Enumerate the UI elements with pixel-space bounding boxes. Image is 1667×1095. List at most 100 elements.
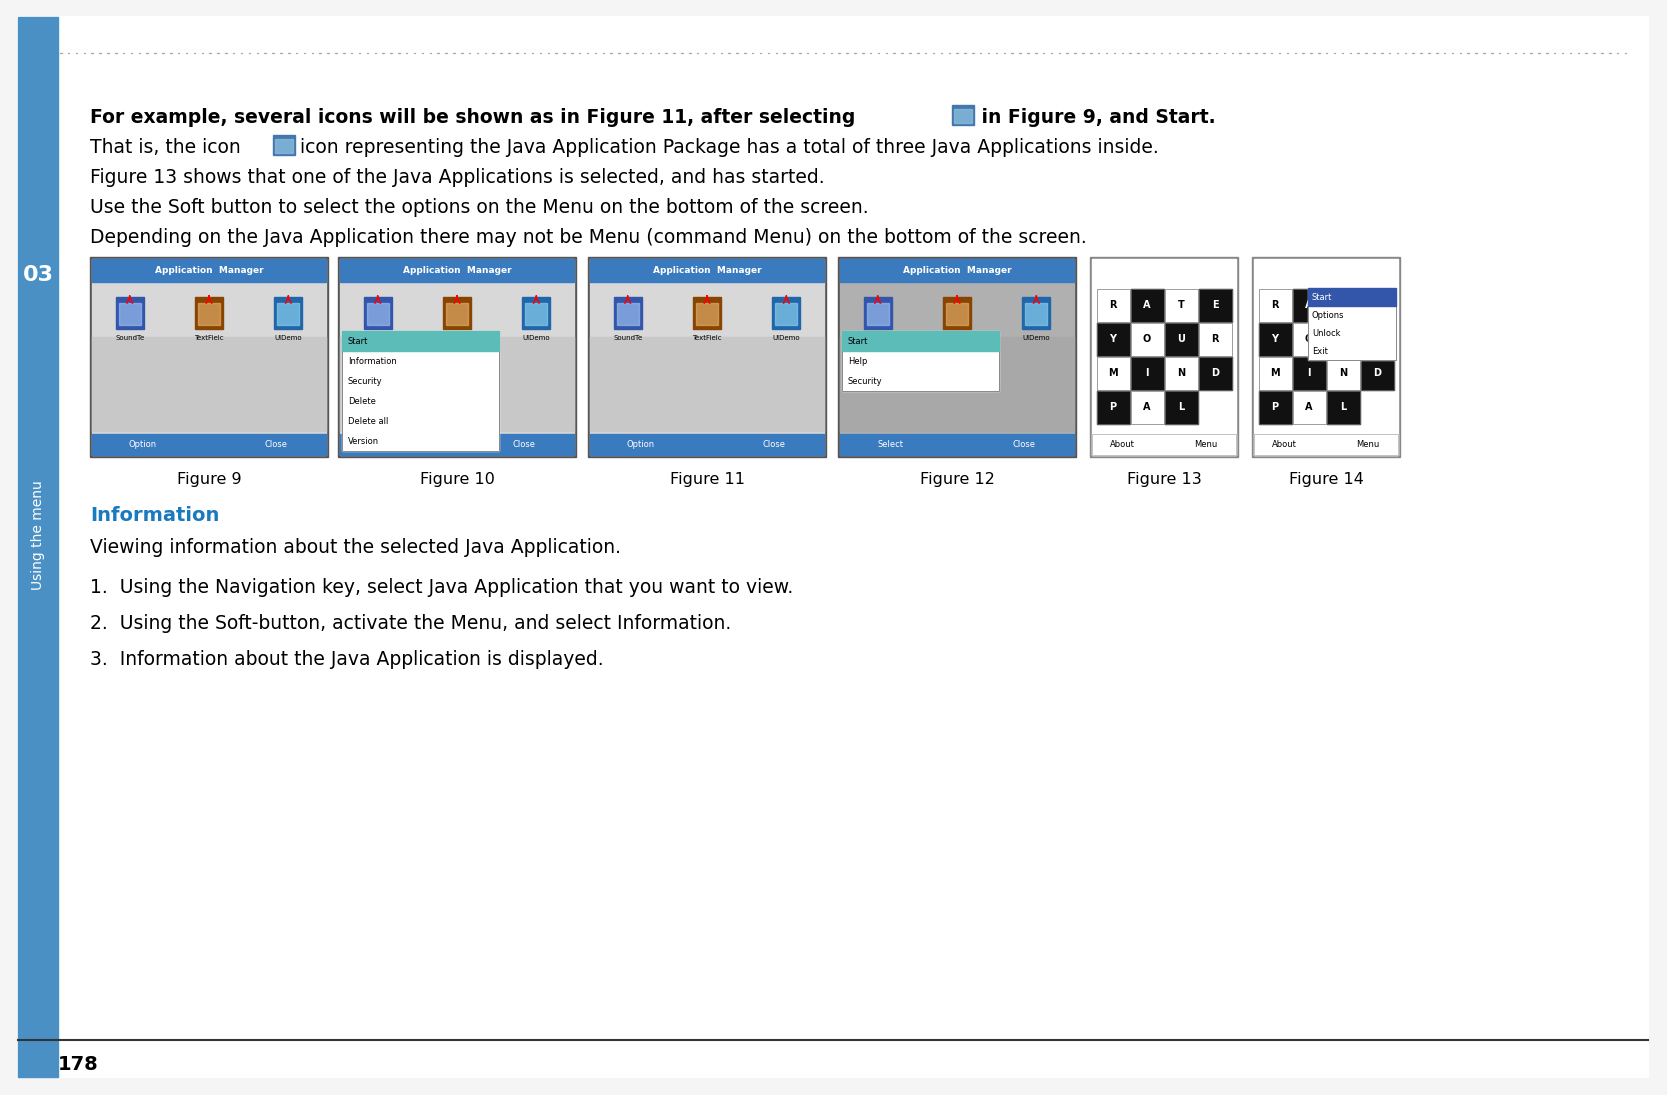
Text: About: About	[1110, 440, 1135, 449]
Text: Security: Security	[348, 377, 383, 385]
Bar	[1327, 357, 1360, 390]
Text: L: L	[1340, 402, 1347, 412]
Bar	[1165, 288, 1197, 322]
Text: For example, several icons will be shown as in Figure 11, after selecting: For example, several icons will be shown…	[90, 107, 855, 127]
Text: 178: 178	[58, 1056, 98, 1074]
Bar	[1130, 357, 1164, 390]
Bar	[1097, 288, 1130, 322]
Text: icon representing the Java Application Package has a total of three Java Applica: icon representing the Java Application P…	[300, 138, 1159, 157]
Bar	[945, 303, 969, 325]
Text: About: About	[1272, 440, 1297, 449]
Text: U: U	[1177, 334, 1185, 344]
Text: Information: Information	[348, 357, 397, 366]
Text: N: N	[1177, 368, 1185, 378]
Bar	[1130, 391, 1164, 424]
Bar	[1327, 323, 1360, 356]
Text: Version: Version	[348, 437, 378, 446]
Text: P: P	[1272, 402, 1279, 412]
Text: U: U	[1339, 334, 1347, 344]
Text: Viewing information about the selected Java Application.: Viewing information about the selected J…	[90, 538, 622, 556]
Text: Application  Manager: Application Manager	[904, 266, 1012, 275]
Bar	[1292, 357, 1325, 390]
Text: Figure 14: Figure 14	[1289, 472, 1364, 486]
Bar	[340, 337, 573, 431]
Text: Application  Manager: Application Manager	[653, 266, 762, 275]
Bar	[18, 18, 58, 1077]
Text: Y: Y	[1272, 334, 1279, 344]
Bar	[1360, 323, 1394, 356]
Bar	[1327, 357, 1360, 390]
Bar	[772, 297, 800, 328]
Bar	[1165, 357, 1197, 390]
Bar	[842, 331, 999, 391]
Bar	[590, 434, 823, 456]
Text: Options: Options	[1312, 311, 1345, 320]
Text: UIDemo: UIDemo	[772, 335, 800, 341]
Bar	[1097, 323, 1130, 356]
Bar	[275, 139, 293, 153]
Bar	[1092, 434, 1235, 456]
Text: Figure 10: Figure 10	[420, 472, 495, 486]
Bar	[590, 337, 823, 431]
Bar	[1165, 323, 1197, 356]
Bar	[617, 303, 638, 325]
Text: Application  Manager: Application Manager	[403, 266, 512, 275]
Bar	[115, 297, 143, 328]
Bar	[342, 331, 498, 451]
Text: That is, the icon: That is, the icon	[90, 138, 240, 157]
Text: R: R	[1272, 300, 1279, 310]
Bar	[864, 297, 892, 328]
Bar	[1199, 288, 1232, 322]
Text: Start: Start	[849, 336, 869, 346]
Bar	[1199, 288, 1232, 322]
Text: 3.  Information about the Java Application is displayed.: 3. Information about the Java Applicatio…	[90, 649, 603, 669]
Bar	[1130, 288, 1164, 322]
Text: A: A	[1305, 300, 1312, 310]
Text: I: I	[1307, 368, 1310, 378]
Text: 03: 03	[22, 265, 53, 285]
Bar	[447, 303, 468, 325]
Bar	[1309, 288, 1395, 306]
Text: SoundTe: SoundTe	[613, 335, 642, 341]
Bar	[1165, 288, 1197, 322]
Bar	[1254, 260, 1399, 456]
Bar	[1254, 434, 1399, 456]
Bar	[693, 297, 722, 328]
Text: Menu: Menu	[1194, 440, 1217, 449]
Text: A: A	[1144, 402, 1150, 412]
Bar	[1097, 357, 1130, 390]
Bar	[522, 297, 550, 328]
Bar	[338, 257, 577, 457]
Bar	[1259, 288, 1292, 322]
Text: SoundTe: SoundTe	[363, 335, 392, 341]
Bar	[590, 260, 823, 283]
Bar	[1292, 288, 1325, 322]
Bar	[1130, 288, 1164, 322]
Bar	[1292, 288, 1325, 322]
Bar	[1199, 323, 1232, 356]
Bar	[277, 303, 300, 325]
Bar	[1292, 357, 1325, 390]
Text: Help: Help	[849, 357, 867, 366]
Bar	[1090, 257, 1239, 457]
Bar	[92, 337, 327, 431]
Bar	[1130, 391, 1164, 424]
Text: Application  Manager: Application Manager	[155, 266, 263, 275]
Bar	[1309, 288, 1395, 360]
Text: TextFielc: TextFielc	[692, 335, 722, 341]
Bar	[944, 297, 970, 328]
Text: Figure 13 shows that one of the Java Applications is selected, and has started.: Figure 13 shows that one of the Java App…	[90, 168, 825, 186]
Bar	[1199, 357, 1232, 390]
Text: M: M	[1109, 368, 1119, 378]
Bar	[1327, 323, 1360, 356]
Bar	[1097, 391, 1130, 424]
Text: D: D	[1374, 368, 1380, 378]
Bar	[1360, 323, 1394, 356]
Bar	[1259, 323, 1292, 356]
Bar	[1259, 391, 1292, 424]
Bar	[1097, 357, 1130, 390]
Text: D: D	[1210, 368, 1219, 378]
Text: R: R	[1374, 334, 1380, 344]
Bar	[613, 297, 642, 328]
Text: Select: Select	[377, 440, 403, 449]
